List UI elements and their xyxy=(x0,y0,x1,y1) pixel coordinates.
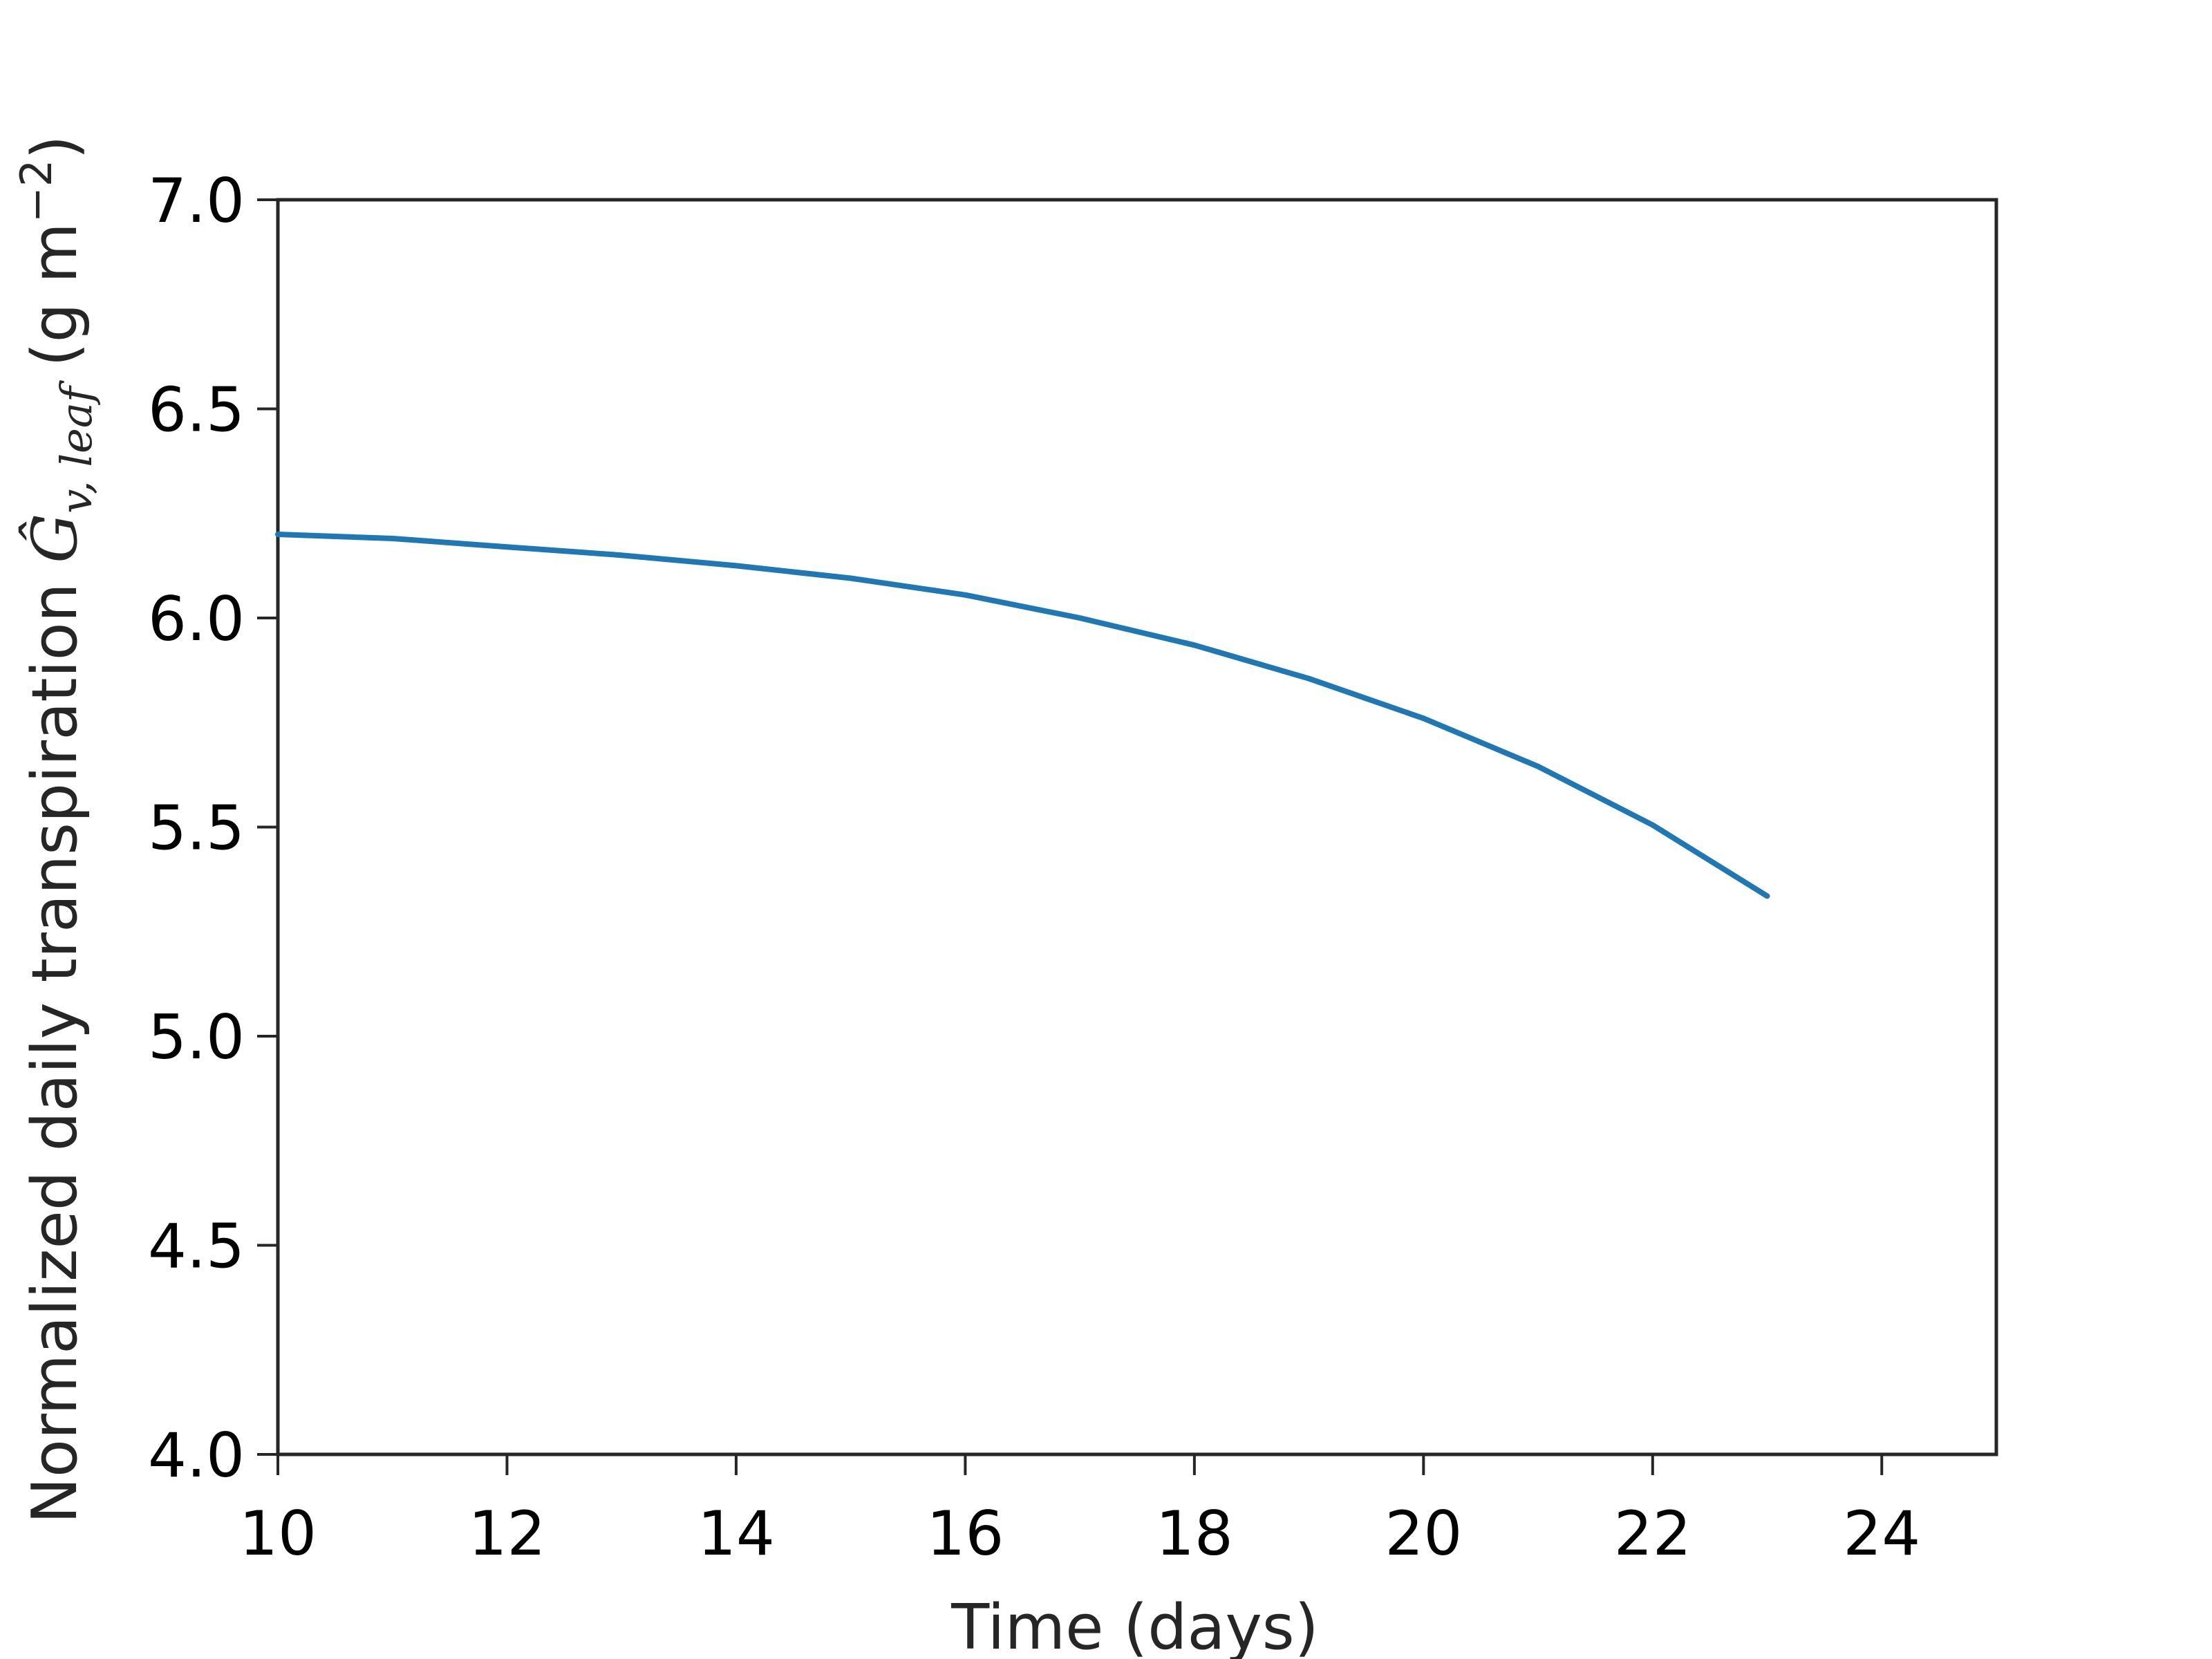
y-axis-title-symbol: Ĝ xyxy=(18,514,91,563)
series-layer xyxy=(275,532,1770,899)
y-tick-label: 5.5 xyxy=(148,793,245,864)
plot-frame xyxy=(276,198,1998,1456)
x-tick-label: 16 xyxy=(926,1498,1004,1569)
x-tick-label: 24 xyxy=(1843,1498,1920,1569)
x-tick-label: 22 xyxy=(1614,1498,1691,1569)
x-tick-label: 12 xyxy=(468,1498,545,1569)
y-tick-label: 6.0 xyxy=(148,583,245,655)
plot-area xyxy=(276,198,1998,1456)
x-axis-title: Time (days) xyxy=(950,1591,1319,1659)
series-line xyxy=(275,532,1770,899)
y-tick-label: 4.0 xyxy=(148,1420,245,1491)
y-axis-title-unit-exponent: −2 xyxy=(11,160,62,223)
x-tick-label: 10 xyxy=(239,1498,317,1569)
x-axis-ticks: 10 12 14 16 18 20 22 24 xyxy=(239,1454,1920,1569)
x-tick-label: 18 xyxy=(1156,1498,1233,1569)
x-tick-label: 20 xyxy=(1385,1498,1462,1569)
y-axis-title-unit-close: ) xyxy=(19,135,91,160)
y-axis-title-unit: (g m xyxy=(19,223,91,386)
y-axis-title-text: Normalized daily transpiration xyxy=(19,563,91,1524)
y-axis-title-subscript: v, leaf xyxy=(51,379,102,514)
x-tick-label: 14 xyxy=(697,1498,775,1569)
y-tick-label: 6.5 xyxy=(148,375,245,446)
y-tick-label: 4.5 xyxy=(148,1211,245,1282)
y-tick-label: 7.0 xyxy=(148,165,245,236)
y-axis-title: Normalized daily transpiration Ĝv, leaf … xyxy=(11,135,102,1524)
y-tick-label: 5.0 xyxy=(148,1002,245,1073)
y-axis-ticks: 4.0 4.5 5.0 5.5 6.0 6.5 7.0 xyxy=(148,165,278,1491)
